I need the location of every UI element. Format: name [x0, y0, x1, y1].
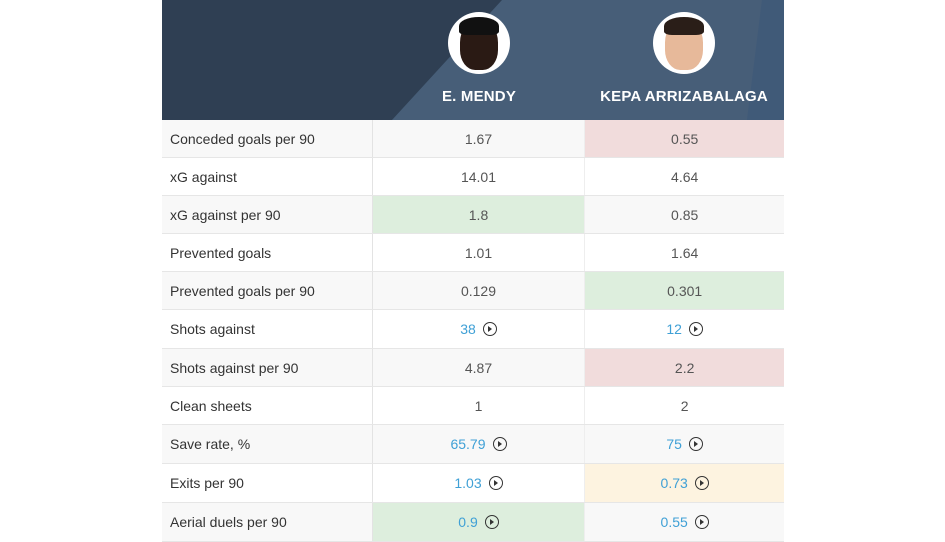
stat-label: Exits per 90: [162, 464, 373, 502]
player-2-value-cell: 0.85: [585, 196, 784, 233]
player-1-value-cell[interactable]: 1.03: [373, 464, 586, 502]
player-1-value-cell[interactable]: 65.79: [372, 425, 586, 463]
stat-label: Clean sheets: [162, 387, 373, 424]
table-row: Aerial duels per 90 0.9 0.55: [162, 503, 784, 542]
stat-value: 0.301: [667, 282, 703, 299]
table-header: E. MENDY KEPA ARRIZABALAGA: [162, 0, 784, 120]
table-row: Shots against 38 12: [162, 310, 784, 349]
stat-value: 4.64: [671, 168, 699, 185]
stat-value: 4.87: [464, 359, 493, 376]
player-1-value-cell: 1.8: [372, 196, 586, 233]
stat-value[interactable]: 0.9: [458, 514, 478, 530]
stat-value[interactable]: 0.73: [660, 475, 688, 491]
table-row: Prevented goals per 90 0.129 0.301: [162, 272, 784, 310]
play-video-icon[interactable]: [688, 437, 703, 451]
player-2[interactable]: KEPA ARRIZABALAGA: [579, 12, 784, 105]
player-2-value-cell: 2: [585, 387, 784, 424]
stat-value: 1.01: [464, 244, 493, 261]
player-1-value-cell[interactable]: 38: [373, 310, 586, 348]
player-2-value-cell: 4.64: [585, 158, 784, 195]
stat-label: Prevented goals per 90: [162, 272, 373, 309]
player-2-value-cell: 0.301: [585, 272, 784, 309]
play-video-icon[interactable]: [688, 322, 703, 336]
play-video-icon[interactable]: [492, 437, 507, 451]
player-1-value-cell: 0.129: [372, 272, 586, 309]
stat-label: Aerial duels per 90: [162, 503, 373, 541]
stat-value: 1: [474, 397, 483, 414]
comparison-table: E. MENDY KEPA ARRIZABALAGA Conceded goal…: [162, 0, 784, 542]
player-1-value-cell: 1: [373, 387, 586, 424]
stat-value[interactable]: 38: [460, 321, 476, 337]
player-2-value-cell: 2.2: [585, 349, 784, 386]
play-video-icon[interactable]: [694, 476, 709, 490]
player-1[interactable]: E. MENDY: [374, 12, 584, 105]
player-1-name: E. MENDY: [441, 88, 517, 105]
table-row: Shots against per 90 4.87 2.2: [162, 349, 784, 387]
player-1-value-cell: 4.87: [372, 349, 586, 386]
stat-value[interactable]: 1.03: [454, 475, 482, 491]
player-1-avatar: [448, 12, 510, 74]
stat-label: Shots against: [162, 310, 373, 348]
play-video-icon[interactable]: [482, 322, 497, 336]
table-row: Conceded goals per 90 1.67 0.55: [162, 120, 784, 158]
stat-label: xG against: [162, 158, 373, 195]
stat-label: xG against per 90: [162, 196, 373, 233]
stat-value: 14.01: [460, 168, 497, 185]
table-row: Exits per 90 1.03 0.73: [162, 464, 784, 503]
table-row: xG against 14.01 4.64: [162, 158, 784, 196]
table-row: xG against per 90 1.8 0.85: [162, 196, 784, 234]
stat-value: 2: [680, 397, 689, 414]
play-video-icon[interactable]: [488, 476, 503, 490]
table-row: Save rate, % 65.79 75: [162, 425, 784, 464]
player-1-value-cell: 1.67: [372, 120, 586, 157]
player-2-value-cell[interactable]: 0.55: [585, 503, 784, 541]
stat-value: 0.129: [460, 282, 497, 299]
stat-value: 0.85: [671, 206, 699, 223]
play-video-icon[interactable]: [694, 515, 709, 529]
stat-value: 2.2: [674, 359, 695, 376]
player-1-value-cell: 14.01: [373, 158, 586, 195]
stat-value: 1.67: [464, 130, 493, 147]
stat-label: Prevented goals: [162, 234, 373, 271]
table-row: Prevented goals 1.01 1.64: [162, 234, 784, 272]
stat-value[interactable]: 12: [666, 321, 682, 337]
stat-label: Shots against per 90: [162, 349, 373, 386]
player-2-value-cell[interactable]: 12: [585, 310, 784, 348]
player-2-value-cell[interactable]: 75: [585, 425, 784, 463]
stat-value[interactable]: 0.55: [660, 514, 688, 530]
table-row: Clean sheets 1 2: [162, 387, 784, 425]
player-2-value-cell: 0.55: [585, 120, 784, 157]
stat-value: 1.8: [468, 206, 489, 223]
stat-value[interactable]: 65.79: [450, 436, 486, 452]
stat-label: Save rate, %: [162, 425, 373, 463]
player-2-name: KEPA ARRIZABALAGA: [600, 88, 768, 105]
player-2-value-cell[interactable]: 0.73: [585, 464, 784, 502]
stat-value: 0.55: [671, 130, 699, 147]
player-2-value-cell: 1.64: [585, 234, 784, 271]
player-2-avatar: [653, 12, 715, 74]
player-1-value-cell[interactable]: 0.9: [372, 503, 586, 541]
stat-value[interactable]: 75: [666, 436, 682, 452]
stat-value: 1.64: [671, 244, 699, 261]
play-video-icon[interactable]: [484, 515, 499, 529]
stats-rows: Conceded goals per 90 1.67 0.55 xG against 1…: [162, 120, 784, 542]
stat-label: Conceded goals per 90: [162, 120, 373, 157]
player-1-value-cell: 1.01: [373, 234, 586, 271]
